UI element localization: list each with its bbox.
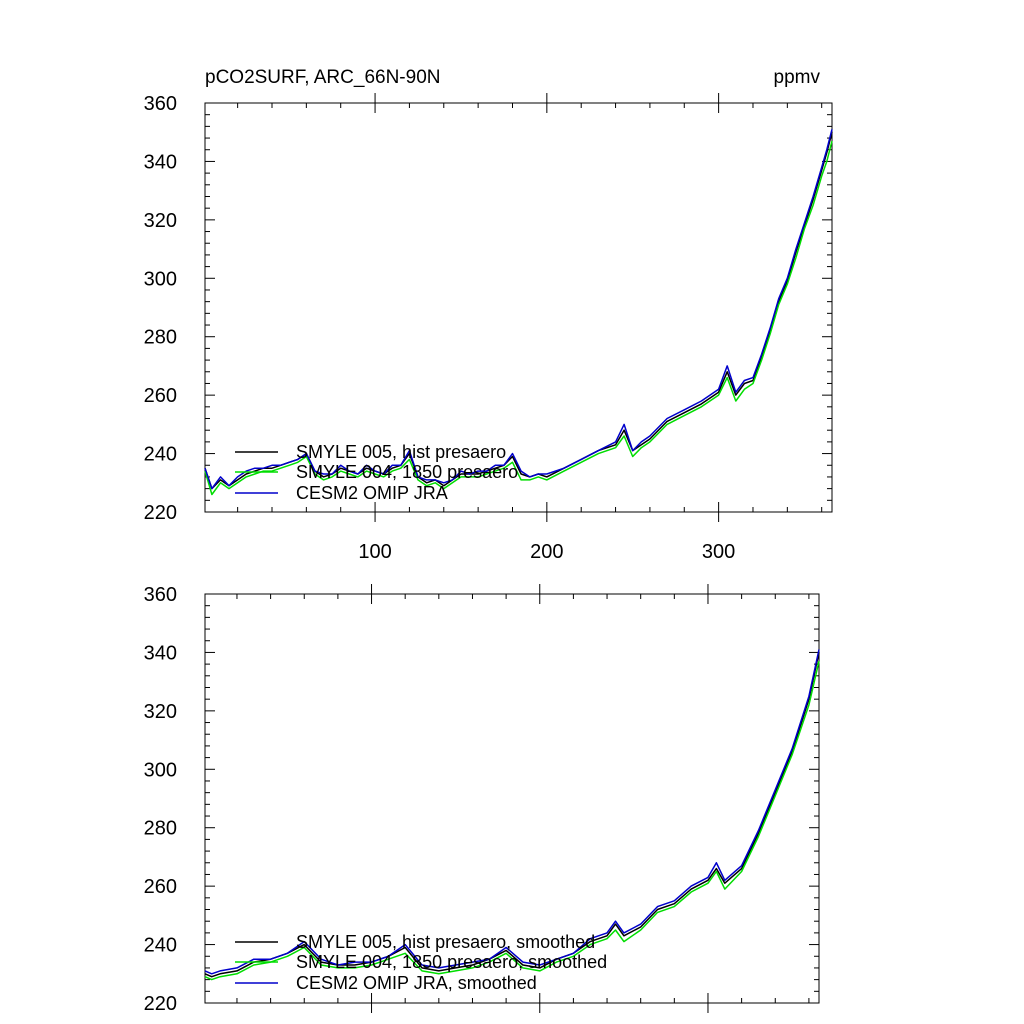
panel1-series-1-line bbox=[204, 661, 820, 981]
panel1-y-tick-label: 320 bbox=[144, 701, 177, 723]
panel1-legend-entry-0: SMYLE 005, hist presaero, smoothed bbox=[296, 932, 595, 952]
panel0-y-tick-label: 280 bbox=[144, 327, 177, 349]
panel0-plot-frame bbox=[204, 102, 833, 513]
panel0-y-tick-label: 240 bbox=[144, 444, 177, 466]
panel0-x-tick-label: 300 bbox=[702, 541, 735, 563]
panel0-y-tick-label: 360 bbox=[144, 93, 177, 115]
panel0-y-tick-label: 220 bbox=[144, 502, 177, 524]
panel1-legend-entry-2: CESM2 OMIP JRA, smoothed bbox=[296, 973, 537, 993]
panel0-y-tick-label: 320 bbox=[144, 210, 177, 232]
panel0-series-1-line bbox=[204, 140, 833, 496]
panel0-x-tick-label: 100 bbox=[358, 541, 391, 563]
panel0-y-tick-label: 300 bbox=[144, 268, 177, 290]
chart-title: pCO2SURF, ARC_66N-90N bbox=[205, 67, 440, 88]
panel0-legend-entry-0: SMYLE 005, hist presaero bbox=[296, 442, 506, 462]
units-label: ppmv bbox=[774, 67, 821, 88]
panel0-series-2-line bbox=[204, 129, 833, 490]
panel0-legend-entry-1: SMYLE 004, 1850 presaero bbox=[296, 462, 518, 482]
panel1-y-tick-label: 280 bbox=[144, 818, 177, 840]
panel0-y-tick-label: 340 bbox=[144, 151, 177, 173]
panel1-y-tick-label: 340 bbox=[144, 642, 177, 664]
panel1-y-tick-label: 300 bbox=[144, 759, 177, 781]
top-panel: 220 240 260 280 300 320 340 360 100 200 300 pCO2SUR… bbox=[144, 67, 833, 563]
panel1-legend-entry-1: SMYLE 004, 1850 presaero, smoothed bbox=[296, 952, 607, 972]
panel1-y-tick-label: 220 bbox=[144, 993, 177, 1015]
bottom-panel: 220 240 260 280 300 320 340 360 SMYLE 005, hist … bbox=[144, 584, 820, 1015]
panel1-y-tick-label: 240 bbox=[144, 935, 177, 957]
panel1-y-tick-label: 260 bbox=[144, 876, 177, 898]
panel0-y-tick-label: 260 bbox=[144, 385, 177, 407]
panel1-series-2-line bbox=[204, 649, 820, 975]
panel0-x-tick-label: 200 bbox=[530, 541, 563, 563]
panel0-series-0-line bbox=[204, 132, 833, 490]
panel0-legend-entry-2: CESM2 OMIP JRA bbox=[296, 483, 448, 503]
panel1-series-0-line bbox=[204, 652, 820, 978]
panel1-y-tick-label: 360 bbox=[144, 584, 177, 606]
panel1-plot-frame bbox=[204, 593, 820, 1004]
